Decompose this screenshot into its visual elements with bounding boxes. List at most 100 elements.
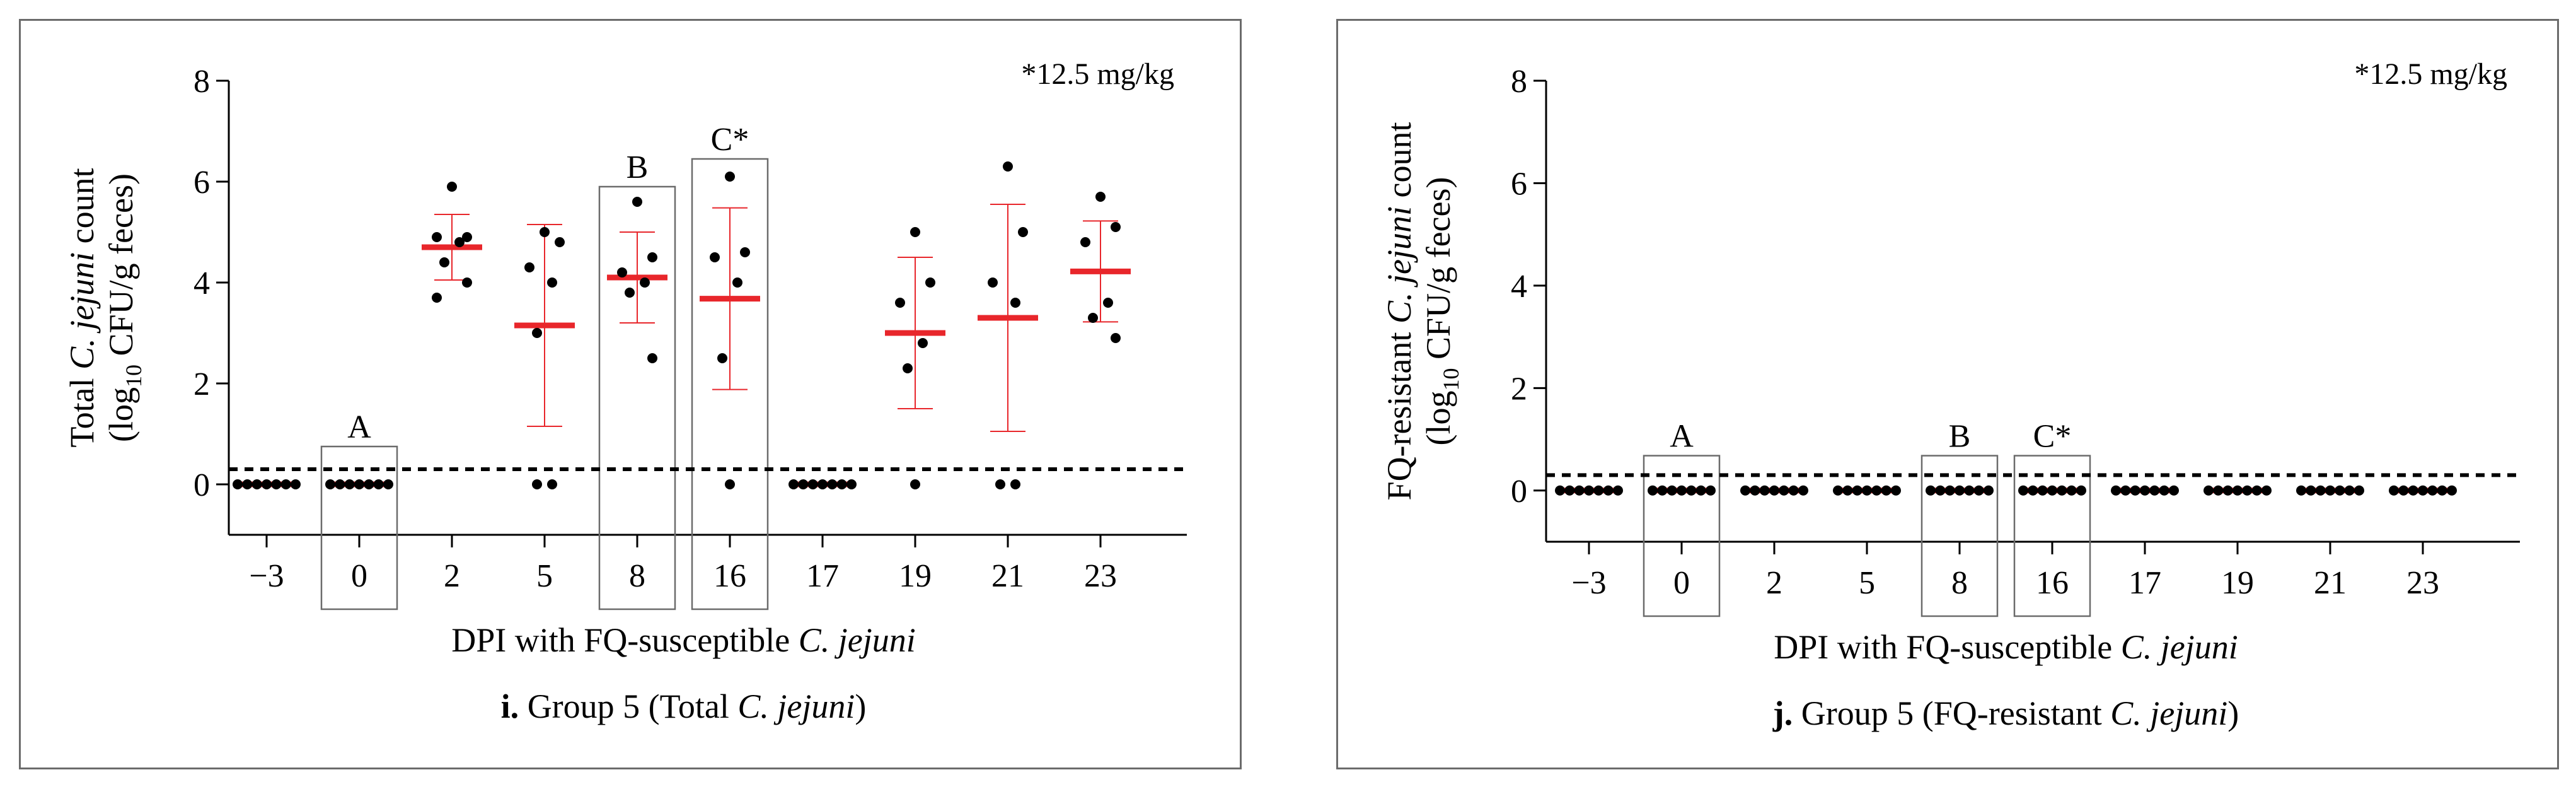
chart-j-point-6-0 bbox=[2111, 485, 2121, 496]
chart-i-point-0-3 bbox=[262, 479, 272, 489]
chart-i-point-0-2 bbox=[251, 479, 262, 489]
chart-j-point-8-6 bbox=[2354, 485, 2364, 496]
chart-i-point-2-1 bbox=[462, 232, 472, 242]
chart-j-point-1-6 bbox=[1706, 485, 1716, 496]
chart-i-box-label-Cstar: C* bbox=[711, 122, 749, 158]
chart-i-box-label-B: B bbox=[627, 149, 649, 185]
chart-j-ylabel-line1-pre: FQ-resistant bbox=[1380, 324, 1418, 500]
chart-j-point-5-3 bbox=[2047, 485, 2057, 496]
chart-j-point-7-4 bbox=[2242, 485, 2253, 496]
chart-j-ylabel-line1: FQ-resistant C. jejuni count bbox=[1380, 122, 1418, 501]
chart-j-panel-letter: j. bbox=[1772, 694, 1793, 732]
chart-i-point-9-1 bbox=[1111, 222, 1121, 232]
chart-i-box-label-A: A bbox=[347, 409, 371, 445]
chart-j-box-label-B: B bbox=[1949, 419, 1971, 455]
chart-i-point-6-5 bbox=[836, 479, 847, 489]
chart-i-point-7-2 bbox=[895, 298, 905, 308]
chart-j-point-6-1 bbox=[2120, 485, 2131, 496]
chart-i-point-0-4 bbox=[271, 479, 282, 489]
chart-j-box-Cstar bbox=[2013, 455, 2091, 617]
chart-j-panel-title-pre: Group 5 (FQ-resistant bbox=[1793, 694, 2110, 732]
chart-i-point-7-5 bbox=[910, 479, 920, 489]
chart-j-xtick-label-2: 2 bbox=[1766, 565, 1782, 601]
chart-j-point-6-2 bbox=[2130, 485, 2140, 496]
chart-i-point-0-0 bbox=[233, 479, 243, 489]
chart-j-ylabel-line1-italic: C. jejuni bbox=[1380, 206, 1418, 324]
chart-i-point-4-0 bbox=[632, 197, 642, 207]
chart-j-point-3-4 bbox=[1871, 485, 1882, 496]
chart-i-point-3-4 bbox=[532, 328, 542, 338]
chart-i-xtick-label-9: 23 bbox=[1084, 558, 1117, 594]
chart-i-point-2-3 bbox=[454, 237, 465, 247]
chart-j-point-8-3 bbox=[2325, 485, 2335, 496]
chart-j-point-5-2 bbox=[2037, 485, 2048, 496]
chart-j-ylabel-line2-pre: (log bbox=[1419, 390, 1457, 445]
chart-j-ytick-label-6: 6 bbox=[1511, 166, 1527, 202]
chart-i-panel-letter: i. bbox=[501, 687, 519, 725]
chart-i-point-1-6 bbox=[383, 479, 393, 489]
chart-j-xlabel-pre: DPI with FQ-susceptible bbox=[1774, 628, 2120, 666]
chart-i-ylabel-line1-post: count bbox=[63, 168, 101, 252]
chart-j-point-7-2 bbox=[2222, 485, 2233, 496]
chart-i-xtick-label-7: 19 bbox=[899, 558, 932, 594]
chart-j-svg: 0 2 4 6 8 −3 0 2 5 8 16 17 19 21 23 A B C* *12.5 mg/kg FQ-r… bbox=[1380, 57, 2520, 732]
chart-j-point-7-0 bbox=[2203, 485, 2214, 496]
chart-i-point-5-1 bbox=[740, 247, 750, 257]
chart-i-point-7-3 bbox=[918, 338, 928, 348]
chart-i-point-9-0 bbox=[1095, 192, 1106, 202]
chart-j-point-1-1 bbox=[1657, 485, 1668, 496]
chart-j-point-0-5 bbox=[1603, 485, 1614, 496]
chart-j-point-9-6 bbox=[2447, 485, 2457, 496]
chart-i-point-2-0 bbox=[447, 182, 457, 192]
chart-j-point-7-5 bbox=[2251, 485, 2262, 496]
chart-i-point-9-5 bbox=[1111, 333, 1121, 343]
chart-i-ytick-label-2: 2 bbox=[193, 366, 210, 402]
chart-i-xlabel: DPI with FQ-susceptible C. jejuni bbox=[451, 621, 915, 659]
chart-i-point-3-5 bbox=[532, 479, 542, 489]
chart-j-point-3-6 bbox=[1891, 485, 1901, 496]
chart-i-point-7-4 bbox=[903, 363, 913, 373]
chart-i-ylabel-line2: (log10 CFU/g feces) bbox=[102, 173, 146, 442]
chart-j-point-2-5 bbox=[1788, 485, 1799, 496]
chart-i-point-8-1 bbox=[1018, 227, 1028, 237]
chart-i-point-9-2 bbox=[1080, 237, 1090, 247]
chart-i-point-5-5 bbox=[725, 479, 735, 489]
chart-i-panel-title-pre: Group 5 (Total bbox=[519, 687, 737, 725]
chart-j-point-9-3 bbox=[2418, 485, 2428, 496]
chart-i-point-5-4 bbox=[717, 353, 727, 363]
chart-j-point-3-2 bbox=[1852, 485, 1863, 496]
chart-j-point-9-4 bbox=[2427, 485, 2438, 496]
chart-i-panel-title-post: ) bbox=[855, 687, 866, 725]
chart-j-point-6-5 bbox=[2159, 485, 2169, 496]
chart-i-point-7-0 bbox=[910, 227, 920, 237]
chart-j-point-6-3 bbox=[2140, 485, 2150, 496]
chart-j-point-8-5 bbox=[2344, 485, 2355, 496]
chart-j-xtick-label-0: −3 bbox=[1571, 565, 1606, 601]
chart-j-point-8-0 bbox=[2296, 485, 2306, 496]
chart-j-xtick-label-5: 16 bbox=[2036, 565, 2069, 601]
chart-panel-i: 0 2 4 6 8 −3 0 2 5 8 16 17 19 21 23 A B C* *12.5 mg/kg Tota… bbox=[19, 19, 1242, 769]
chart-j-ylabel-line2-post: CFU/g feces) bbox=[1419, 177, 1457, 368]
chart-j-point-4-3 bbox=[1955, 485, 1965, 496]
chart-j-panel-title-post: ) bbox=[2227, 694, 2239, 732]
chart-i-point-6-3 bbox=[817, 479, 828, 489]
chart-i-point-4-1 bbox=[647, 252, 657, 262]
chart-j-point-1-0 bbox=[1648, 485, 1658, 496]
chart-j-point-7-1 bbox=[2213, 485, 2224, 496]
chart-i-point-8-4 bbox=[995, 479, 1005, 489]
chart-i-point-2-2 bbox=[432, 232, 442, 242]
chart-j-xtick-label-4: 8 bbox=[1951, 565, 1968, 601]
chart-j-box-label-A: A bbox=[1670, 419, 1694, 455]
chart-j-point-2-2 bbox=[1759, 485, 1770, 496]
chart-j-panel-title: j. Group 5 (FQ-resistant C. jejuni) bbox=[1772, 694, 2239, 732]
chart-i-ylabel-line2-pre: (log bbox=[102, 387, 140, 442]
chart-j-point-1-4 bbox=[1686, 485, 1697, 496]
chart-j-ylabel-line1-post: count bbox=[1380, 122, 1418, 206]
chart-j-point-9-0 bbox=[2389, 485, 2399, 496]
chart-j-ytick-label-8: 8 bbox=[1511, 64, 1527, 100]
chart-i-point-3-6 bbox=[547, 479, 557, 489]
chart-i-ylabel-line2-sub: 10 bbox=[121, 365, 146, 387]
chart-i-point-6-6 bbox=[846, 479, 857, 489]
chart-i-box-B bbox=[598, 185, 676, 610]
chart-i-ylabel-line1-italic: C. jejuni bbox=[63, 252, 101, 370]
